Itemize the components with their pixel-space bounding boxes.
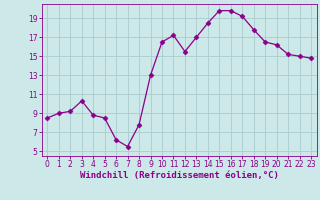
X-axis label: Windchill (Refroidissement éolien,°C): Windchill (Refroidissement éolien,°C)	[80, 171, 279, 180]
